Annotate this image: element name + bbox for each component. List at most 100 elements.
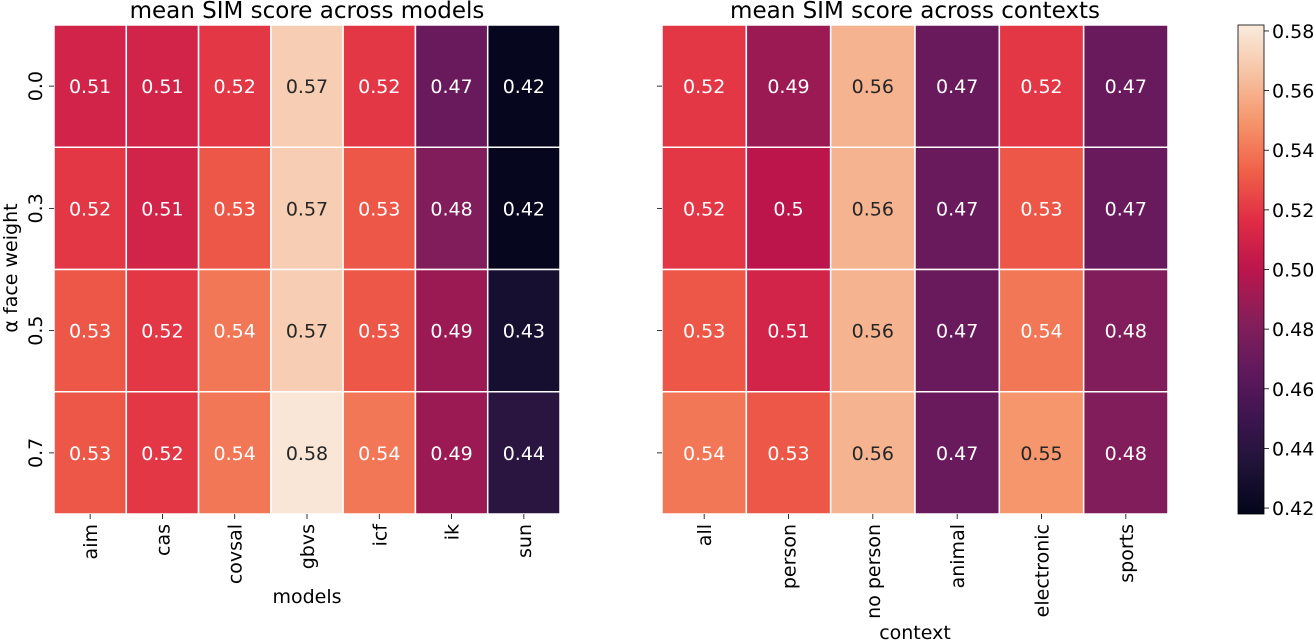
cell-value-label: 0.57: [286, 198, 328, 220]
cell-value-label: 0.51: [69, 76, 111, 98]
y-tick-label: 0.0: [25, 71, 47, 101]
cell-value-label: 0.54: [1020, 321, 1062, 343]
cell-value-label: 0.56: [852, 198, 894, 220]
colorbar-tick-labels: 0.42 0.44 0.46 0.48 0.50 0.52 0.54 0.56 0.58: [1264, 21, 1314, 520]
cell-value-label: 0.51: [141, 76, 183, 98]
heatmap-cell: [270, 391, 344, 515]
heatmap-cell: [829, 268, 916, 393]
cell-value-label: 0.49: [430, 443, 472, 465]
chart-title-models: mean SIM score across models: [130, 0, 485, 24]
y-tick-marks-contexts: [657, 85, 662, 454]
x-tick-label: no person: [863, 524, 885, 619]
cell-value-label: 0.49: [767, 76, 809, 98]
y-tick-label: 0.5: [25, 316, 47, 346]
cell-value-label: 0.53: [69, 443, 111, 465]
cell-value-label: 0.58: [286, 443, 328, 465]
x-axis-label-models: models: [272, 586, 341, 608]
cell-value-label: 0.47: [936, 76, 978, 98]
y-tick-labels-models: 0.0 0.3 0.5 0.7: [25, 71, 54, 468]
x-tick-label: covsal: [225, 524, 247, 584]
heatmap-cell: [53, 391, 128, 515]
heatmap-cell: [486, 268, 561, 393]
cell-value-label: 0.53: [358, 198, 400, 220]
cell-value-label: 0.52: [69, 198, 111, 220]
heatmap-cell: [661, 24, 748, 148]
cell-value-label: 0.53: [214, 198, 256, 220]
x-tick-label: aim: [80, 524, 102, 559]
heatmap-cell: [486, 391, 561, 515]
heatmap-models: mean SIM score across models 0.51 0.51 0.5…: [0, 0, 561, 608]
cell-value-label: 0.53: [683, 321, 725, 343]
cell-value-label: 0.47: [936, 321, 978, 343]
heatmap-cell: [53, 24, 128, 148]
heatmap-cell: [414, 391, 489, 515]
cell-value-label: 0.52: [141, 321, 183, 343]
x-tick-label: ik: [442, 524, 464, 540]
cell-value-label: 0.57: [286, 321, 328, 343]
x-tick-label: all: [694, 524, 716, 546]
cell-value-label: 0.56: [852, 443, 894, 465]
heatmap-cell: [998, 391, 1085, 515]
cell-value-label: 0.52: [214, 76, 256, 98]
x-tick-labels-contexts: all person no person animal electronic sports: [694, 514, 1138, 619]
cell-value-label: 0.54: [214, 443, 256, 465]
cell-value-label: 0.48: [1105, 443, 1147, 465]
cell-value-label: 0.57: [286, 76, 328, 98]
heatmap-cell: [197, 24, 272, 148]
heatmap-cell: [998, 24, 1085, 148]
heatmap-cell: [914, 24, 1001, 148]
cell-value-label: 0.49: [430, 321, 472, 343]
cell-value-label: 0.52: [683, 198, 725, 220]
heatmap-cell: [125, 268, 200, 393]
colorbar: 0.42 0.44 0.46 0.48 0.50 0.52 0.54 0.56 0.58: [1237, 21, 1314, 520]
y-tick-label: 0.7: [25, 438, 47, 468]
cell-value-label: 0.53: [1020, 198, 1062, 220]
x-tick-label: icf: [369, 523, 391, 547]
cell-value-label: 0.54: [214, 321, 256, 343]
cell-value-label: 0.47: [1105, 76, 1147, 98]
heatmap-cell: [745, 391, 832, 515]
cell-value-label: 0.53: [358, 321, 400, 343]
cell-value-label: 0.44: [503, 443, 545, 465]
colorbar-tick-label: 0.58: [1272, 21, 1314, 43]
cell-value-label: 0.54: [358, 443, 400, 465]
heatmap-cell: [197, 268, 272, 393]
heatmap-cell: [414, 268, 489, 393]
heatmap-cell: [1082, 391, 1169, 515]
x-axis-label-contexts: context: [879, 622, 951, 644]
cell-value-label: 0.55: [1020, 443, 1062, 465]
heatmap-cell: [197, 146, 272, 271]
x-tick-label: cas: [152, 524, 174, 556]
chart-title-contexts: mean SIM score across contexts: [730, 0, 1100, 24]
colorbar-tick-label: 0.44: [1272, 438, 1314, 460]
colorbar-tick-label: 0.52: [1272, 200, 1314, 222]
cell-value-label: 0.42: [503, 198, 545, 220]
x-tick-label: sun: [514, 524, 536, 558]
heatmap-cell: [414, 24, 489, 148]
heatmap-cell: [829, 391, 916, 515]
cell-value-label: 0.48: [430, 198, 472, 220]
colorbar-tick-label: 0.54: [1272, 140, 1314, 162]
cell-value-label: 0.52: [358, 76, 400, 98]
x-tick-label: sports: [1116, 524, 1138, 583]
heatmap-cell: [125, 391, 200, 515]
heatmap-cell: [486, 146, 561, 271]
colorbar-tick-label: 0.50: [1272, 260, 1314, 282]
heatmap-cell: [342, 146, 417, 271]
cell-value-label: 0.53: [767, 443, 809, 465]
x-tick-labels-models: aim cas covsal gbvs icf ik sun: [80, 514, 536, 584]
heatmap-cell: [745, 268, 832, 393]
heatmap-cells-models: 0.51 0.51 0.52 0.57 0.52 0.47 0.42 0.52 0.51 0.53…: [53, 24, 561, 515]
heatmap-cell: [914, 268, 1001, 393]
cell-value-label: 0.5: [773, 198, 803, 220]
x-tick-label: gbvs: [297, 524, 319, 569]
cell-value-label: 0.47: [936, 198, 978, 220]
cell-value-label: 0.56: [852, 76, 894, 98]
heatmap-cell: [1082, 268, 1169, 393]
heatmap-cell: [745, 146, 832, 271]
y-tick-label: 0.3: [25, 193, 47, 223]
cell-value-label: 0.52: [141, 443, 183, 465]
cell-value-label: 0.47: [430, 76, 472, 98]
colorbar-tick-label: 0.42: [1272, 498, 1314, 520]
